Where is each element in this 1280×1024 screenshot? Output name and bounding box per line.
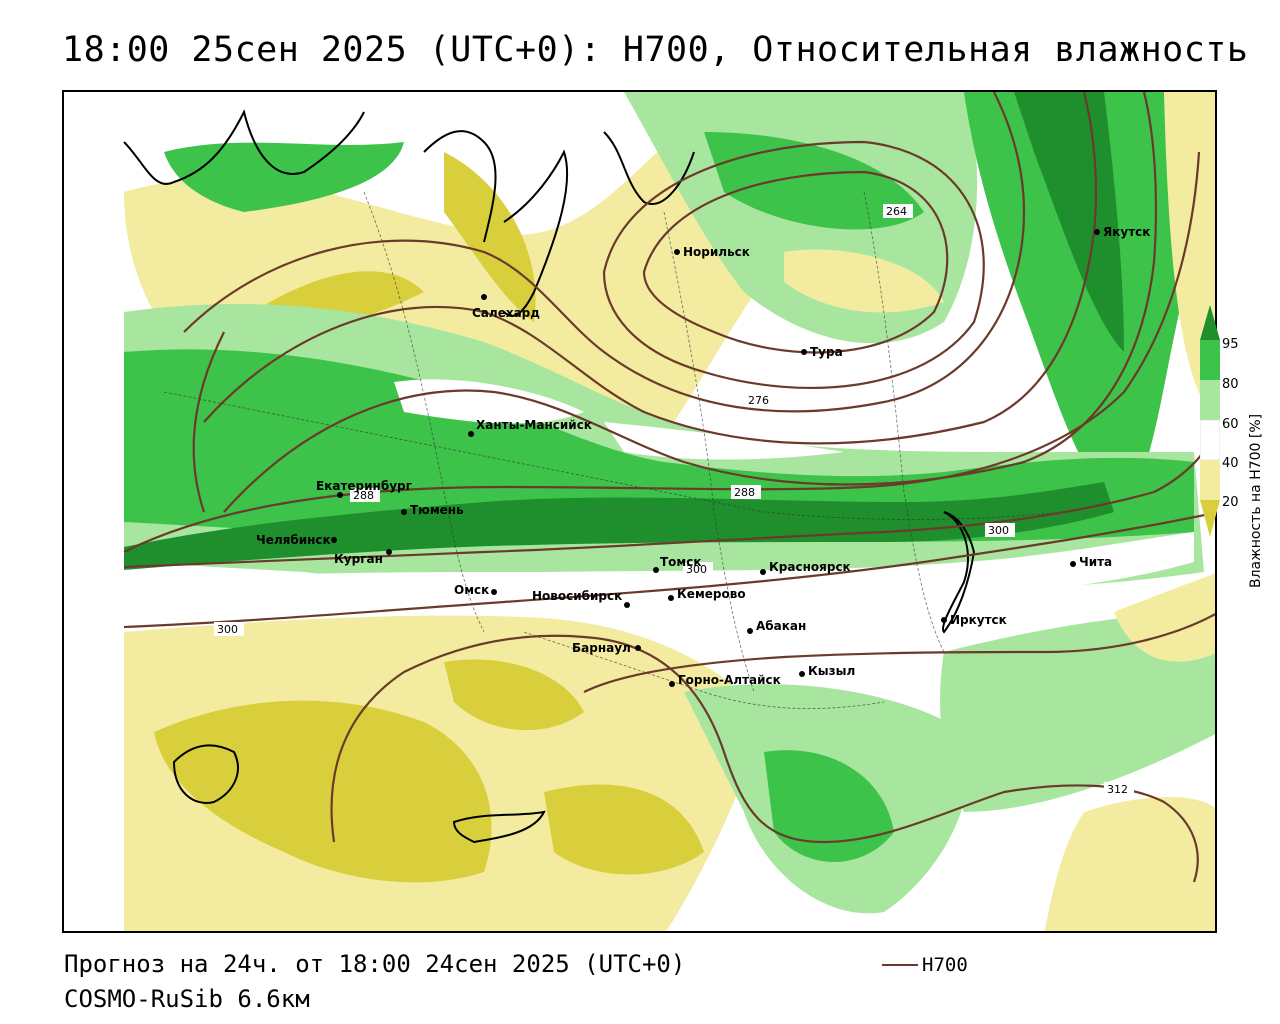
map-area: 264 276 288 288 300 300 300 312 Норильск… bbox=[62, 90, 1217, 933]
colorbar-tick-20: 20 bbox=[1222, 495, 1239, 510]
border-lines bbox=[163, 191, 1065, 709]
model-name: COSMO-RuSib 6.6км bbox=[64, 985, 310, 1013]
contour-label-288-b: 288 bbox=[353, 489, 374, 502]
contour-label-288-a: 288 bbox=[734, 486, 755, 499]
map-title: 18:00 25сен 2025 (UTC+0): H700, Относите… bbox=[62, 30, 1249, 70]
contour-label-300-b: 300 bbox=[686, 563, 707, 576]
contour-label-276: 276 bbox=[748, 394, 769, 407]
city-gorno-altaysk: Горно-Алтайск bbox=[678, 673, 781, 687]
city-chita: Чита bbox=[1079, 555, 1112, 569]
colorbar-title: Влажность на H700 [%] bbox=[1248, 413, 1264, 588]
city-khanty-mansiysk: Ханты-Мансийск bbox=[476, 418, 592, 432]
humidity-field bbox=[64, 92, 1215, 931]
city-kurgan: Курган bbox=[334, 552, 383, 566]
map-canvas: 264 276 288 288 300 300 300 312 Норильск… bbox=[64, 92, 1215, 931]
city-novosibirsk: Новосибирск bbox=[532, 589, 622, 603]
contour-label-300-a: 300 bbox=[988, 524, 1009, 537]
contour-label-300-c: 300 bbox=[217, 623, 238, 636]
city-abakan: Абакан bbox=[756, 619, 806, 633]
contour-label-264: 264 bbox=[886, 205, 907, 218]
city-tomsk: Томск bbox=[660, 555, 702, 569]
city-irkutsk: Иркутск bbox=[950, 613, 1007, 627]
contour-labels: 264 276 288 288 300 300 300 312 bbox=[214, 204, 1134, 796]
city-salekhard: Салехард bbox=[472, 306, 540, 320]
city-norilsk: Норильск bbox=[683, 245, 750, 259]
city-markers: Норильск Якутск Салехард Тура Ханты-Манс… bbox=[256, 225, 1150, 687]
city-omsk: Омск bbox=[454, 583, 489, 597]
colorbar-tick-40: 40 bbox=[1222, 456, 1239, 471]
coastline-lines bbox=[123, 109, 976, 844]
city-barnaul: Барнаул bbox=[572, 641, 631, 655]
city-tura: Тура bbox=[810, 345, 843, 359]
city-kyzyl: Кызыл bbox=[808, 664, 855, 678]
contour-label-312: 312 bbox=[1107, 783, 1128, 796]
city-kemerovo: Кемерово bbox=[677, 587, 746, 601]
colorbar-tick-80: 80 bbox=[1222, 377, 1239, 392]
humidity-colorbar bbox=[1200, 305, 1220, 537]
colorbar-tick-60: 60 bbox=[1222, 417, 1239, 432]
city-yakutsk: Якутск bbox=[1103, 225, 1150, 239]
city-krasnoyarsk: Красноярск bbox=[769, 560, 851, 574]
colorbar-tick-95: 95 bbox=[1222, 337, 1239, 352]
city-chelyabinsk: Челябинск bbox=[256, 533, 331, 547]
h700-legend-label: H700 bbox=[922, 954, 968, 976]
h700-legend-swatch bbox=[882, 964, 918, 966]
city-tyumen: Тюмень bbox=[410, 503, 464, 517]
city-ekaterinburg: Екатеринбург bbox=[316, 479, 412, 493]
forecast-info: Прогноз на 24ч. от 18:00 24сен 2025 (UTC… bbox=[64, 950, 686, 978]
